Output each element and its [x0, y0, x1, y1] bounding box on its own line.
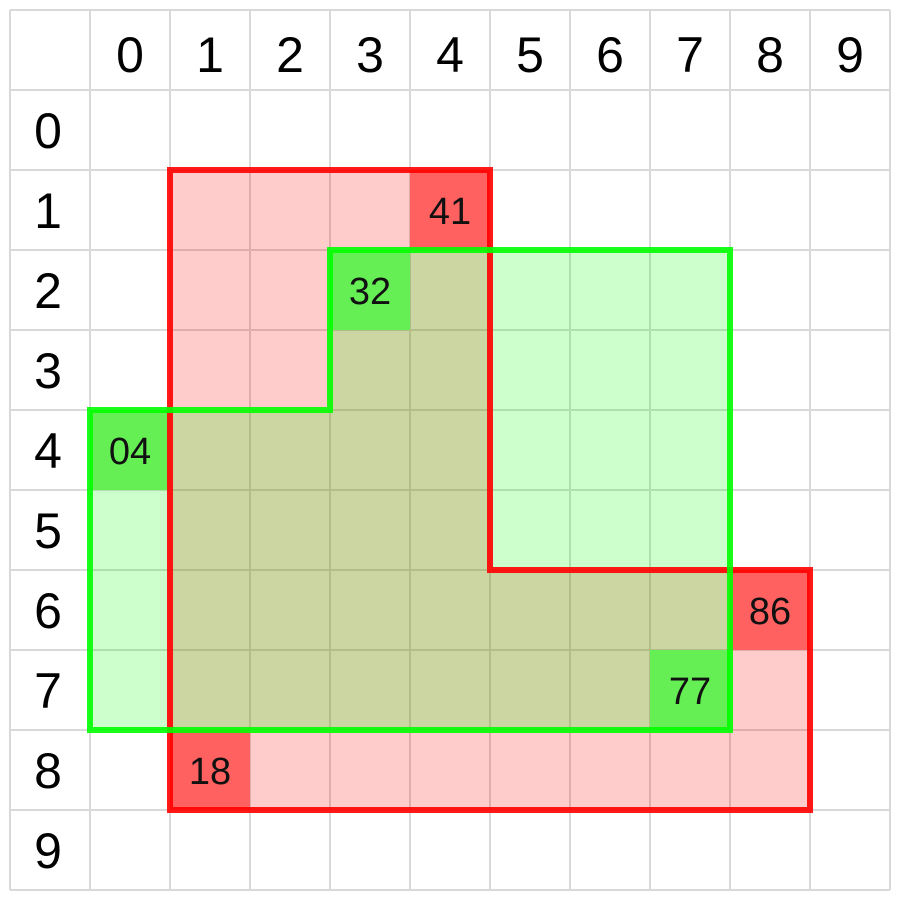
green-region-label-cell	[90, 410, 170, 490]
row-labels: 0 1 2 3 4 5 6 7 8 9	[34, 103, 62, 879]
row-label: 8	[34, 743, 62, 799]
red-region-outline	[167, 167, 813, 813]
red-region-cell-label: 18	[189, 751, 231, 793]
column-label: 0	[116, 27, 144, 83]
green-region-label-cell	[650, 650, 730, 730]
green-region-cell-label: 04	[109, 431, 151, 473]
row-label: 1	[34, 183, 62, 239]
shape-outlines	[87, 167, 813, 813]
red-region-label-cell	[410, 170, 490, 250]
label-cells	[90, 170, 810, 810]
column-label: 6	[596, 27, 624, 83]
column-label: 1	[196, 27, 224, 83]
row-label: 7	[34, 663, 62, 719]
green-region-outline	[87, 247, 733, 733]
green-region-fill	[90, 250, 730, 730]
row-label: 5	[34, 503, 62, 559]
row-label: 6	[34, 583, 62, 639]
row-label: 3	[34, 343, 62, 399]
column-label: 4	[436, 27, 464, 83]
label-texts: 41 86 18 32 04 77	[109, 191, 791, 793]
column-label: 2	[276, 27, 304, 83]
green-region-label-cell	[330, 250, 410, 330]
red-region-cell-label: 41	[429, 191, 471, 233]
row-label: 0	[34, 103, 62, 159]
red-region-label-cell	[170, 730, 250, 810]
green-region-cell-label: 77	[669, 671, 711, 713]
column-label: 7	[676, 27, 704, 83]
row-label: 9	[34, 823, 62, 879]
column-label: 5	[516, 27, 544, 83]
column-label: 8	[756, 27, 784, 83]
column-label: 3	[356, 27, 384, 83]
red-region-label-cell	[730, 570, 810, 650]
column-label: 9	[836, 27, 864, 83]
green-region-cell-label: 32	[349, 271, 391, 313]
row-label: 2	[34, 263, 62, 319]
row-label: 4	[34, 423, 62, 479]
red-region-cell-label: 86	[749, 591, 791, 633]
